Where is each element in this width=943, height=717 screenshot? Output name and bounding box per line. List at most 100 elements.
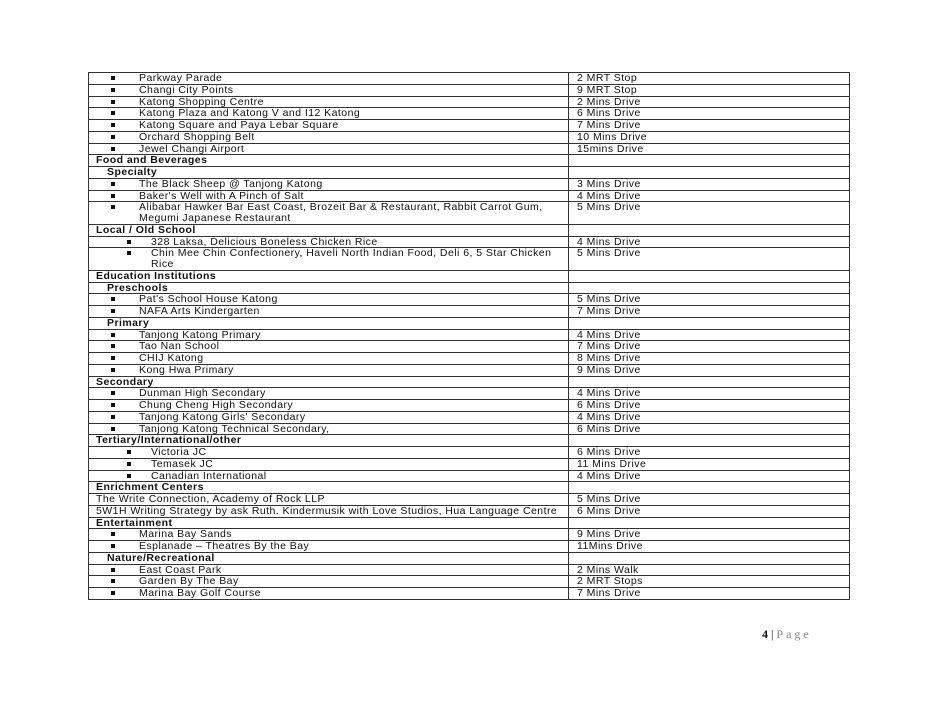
amenity-name-cell: Pat's School House Katong bbox=[88, 293, 569, 306]
amenity-name-cell: Alibabar Hawker Bar East Coast, Brozeit … bbox=[88, 201, 569, 225]
table-row: Tanjong Katong Girls' Secondary 4 Mins Dr… bbox=[88, 410, 850, 424]
bullet-icon bbox=[111, 332, 115, 337]
distance-cell bbox=[568, 481, 850, 494]
distance-cell: 6 Mins Drive bbox=[568, 107, 850, 120]
table-row: Food and Beverages bbox=[88, 154, 850, 167]
amenity-name: Food and Beverages bbox=[96, 154, 208, 167]
distance-cell: 7 Mins Drive bbox=[568, 587, 850, 600]
amenity-name-cell: Primary bbox=[88, 316, 569, 330]
bullet-icon bbox=[111, 579, 115, 584]
table-row: The Write Connection, Academy of Rock LL… bbox=[88, 493, 850, 506]
table-row: East Coast Park 2 Mins Walk bbox=[88, 563, 850, 577]
bullet-icon bbox=[111, 532, 115, 537]
table-row: Marina Bay Sands 9 Mins Drive bbox=[88, 528, 850, 541]
distance-cell: 11Mins Drive bbox=[568, 540, 850, 553]
distance-cell: 4 Mins Drive bbox=[568, 328, 850, 342]
table-row: Garden By The Bay 2 MRT Stops bbox=[88, 575, 850, 588]
distance-cell: 15mins Drive bbox=[568, 142, 850, 156]
distance-cell bbox=[568, 223, 850, 237]
distance-cell: 2 Mins Walk bbox=[568, 563, 850, 577]
amenity-name-cell: Esplanade – Theatres By the Bay bbox=[88, 540, 569, 553]
amenity-name: Tao Nan School bbox=[139, 340, 220, 353]
distance-cell bbox=[568, 154, 850, 167]
bullet-icon bbox=[111, 76, 115, 80]
table-row: Chung Cheng High Secondary 6 Mins Drive bbox=[88, 399, 850, 412]
bullet-icon bbox=[111, 403, 115, 407]
table-row: Changi City Points 9 MRT Stop bbox=[88, 83, 850, 97]
amenity-name: Victoria JC bbox=[151, 446, 207, 458]
table-row: Esplanade – Theatres By the Bay 11Mins Dr… bbox=[88, 540, 850, 553]
amenity-name: NAFA Arts Kindergarten bbox=[139, 305, 260, 317]
table-row: Chin Mee Chin Confectionery, Haveli Nort… bbox=[88, 247, 850, 271]
amenity-name-cell: Food and Beverages bbox=[88, 154, 569, 167]
table-row: Kong Hwa Primary 9 Mins Drive bbox=[88, 363, 850, 377]
amenity-name-cell: Orchard Shopping Belt bbox=[88, 130, 569, 144]
amenity-name-cell: Specialty bbox=[88, 166, 569, 179]
bullet-icon bbox=[111, 544, 115, 548]
distance-cell: 4 Mins Drive bbox=[568, 189, 850, 203]
amenity-name: Baker's Well with A Pinch of Salt bbox=[139, 189, 304, 202]
table-row: Tertiary/International/other bbox=[88, 434, 850, 447]
amenity-name: Education Institutions bbox=[96, 269, 217, 282]
bullet-icon bbox=[111, 123, 115, 127]
amenity-name: Tertiary/International/other bbox=[96, 434, 242, 447]
bullet-icon bbox=[111, 567, 115, 572]
amenity-name: Secondary bbox=[96, 375, 154, 388]
amenity-name-cell: Canadian International bbox=[88, 469, 569, 483]
distance-cell bbox=[568, 551, 850, 565]
amenity-name: Orchard Shopping Belt bbox=[139, 130, 255, 143]
bullet-icon bbox=[111, 111, 115, 116]
distance-cell: 11 Mins Drive bbox=[568, 457, 850, 471]
bullet-icon bbox=[111, 134, 115, 139]
bullet-icon bbox=[111, 146, 115, 151]
amenity-name: Tanjong Katong Technical Secondary, bbox=[139, 422, 330, 435]
bullet-icon bbox=[111, 356, 115, 360]
amenity-name-cell: Chin Mee Chin Confectionery, Haveli Nort… bbox=[88, 247, 569, 271]
amenity-name-cell: CHIJ Katong bbox=[88, 352, 569, 365]
distance-cell bbox=[568, 269, 850, 283]
amenity-name: Katong Shopping Centre bbox=[139, 95, 264, 108]
amenity-name-cell: 328 Laksa, Delicious Boneless Chicken Ri… bbox=[88, 235, 569, 249]
table-row: Temasek JC 11 Mins Drive bbox=[88, 457, 850, 471]
table-row: Pat's School House Katong 5 Mins Drive bbox=[88, 293, 850, 306]
distance-cell bbox=[568, 316, 850, 330]
amenity-name-cell: Marina Bay Golf Course bbox=[88, 587, 569, 600]
distance-cell bbox=[568, 281, 850, 295]
table-row: Preschools bbox=[88, 281, 850, 295]
footer-separator: | bbox=[771, 627, 774, 641]
table-row: Primary bbox=[88, 316, 850, 330]
table-row: Education Institutions bbox=[88, 269, 850, 283]
amenity-name-cell: East Coast Park bbox=[88, 563, 569, 577]
distance-cell: 5 Mins Drive bbox=[568, 201, 850, 225]
amenity-name-cell: Jewel Changi Airport bbox=[88, 142, 569, 156]
amenity-name: The Write Connection, Academy of Rock LL… bbox=[96, 493, 325, 505]
table-row: 328 Laksa, Delicious Boneless Chicken Ri… bbox=[88, 235, 850, 249]
distance-cell: 6 Mins Drive bbox=[568, 446, 850, 459]
bullet-icon bbox=[127, 461, 131, 466]
table-row: Tanjong Katong Primary 4 Mins Drive bbox=[88, 328, 850, 342]
amenity-name: The Black Sheep @ Tanjong Katong bbox=[139, 177, 323, 190]
distance-cell: 4 Mins Drive bbox=[568, 387, 850, 400]
amenity-name: CHIJ Katong bbox=[139, 352, 204, 364]
amenity-name-cell: Chung Cheng High Secondary bbox=[88, 399, 569, 412]
distance-cell: 2 Mins Drive bbox=[568, 95, 850, 109]
amenity-name: 328 Laksa, Delicious Boneless Chicken Ri… bbox=[151, 235, 378, 248]
amenity-name-cell: Baker's Well with A Pinch of Salt bbox=[88, 189, 569, 203]
amenity-name: Katong Square and Paya Lebar Square bbox=[139, 119, 339, 131]
table-row: Tanjong Katong Technical Secondary, 6 Min… bbox=[88, 422, 850, 436]
bullet-icon bbox=[127, 450, 131, 454]
table-row: Victoria JC 6 Mins Drive bbox=[88, 446, 850, 459]
distance-cell bbox=[568, 375, 850, 389]
amenity-name-cell: Preschools bbox=[88, 281, 569, 295]
bullet-icon bbox=[111, 309, 115, 313]
amenity-name-cell: Education Institutions bbox=[88, 269, 569, 283]
amenity-name: Esplanade – Theatres By the Bay bbox=[139, 540, 310, 552]
amenity-name-cell: Secondary bbox=[88, 375, 569, 389]
distance-cell bbox=[568, 166, 850, 179]
table-row: Jewel Changi Airport 15mins Drive bbox=[88, 142, 850, 156]
table-row: Katong Plaza and Katong V and I12 Katong… bbox=[88, 107, 850, 120]
amenity-name: Specialty bbox=[107, 166, 158, 178]
distance-cell: 2 MRT Stop bbox=[568, 72, 850, 85]
amenity-name-cell: Kong Hwa Primary bbox=[88, 363, 569, 377]
page-number: 4 bbox=[762, 627, 768, 641]
